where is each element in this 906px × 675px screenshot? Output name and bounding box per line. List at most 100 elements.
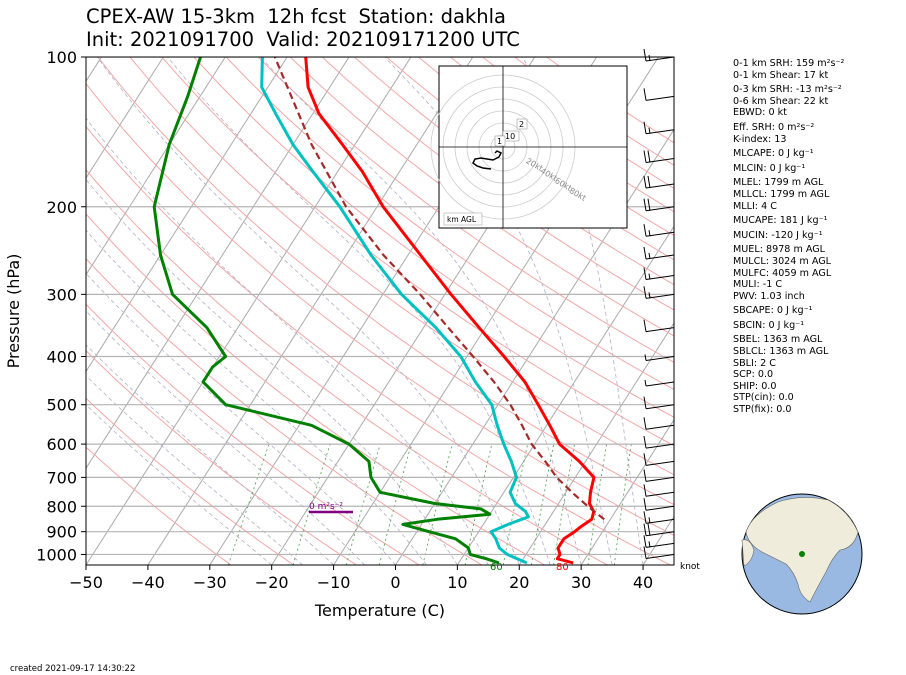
hodo-height-label: 1 — [497, 137, 502, 146]
mixing-ratio-line — [502, 444, 529, 565]
barb-flag — [647, 198, 651, 211]
barb-staff — [645, 56, 675, 62]
temperature-label: 80 — [556, 562, 569, 573]
barb-flag — [643, 150, 647, 163]
barb-staff — [645, 158, 675, 164]
isotherm — [86, 57, 164, 179]
wind-barb — [643, 198, 675, 212]
y-tick-label: 600 — [46, 435, 77, 454]
isotherm — [86, 57, 350, 470]
dry-adiabat — [161, 57, 674, 447]
wind-barb — [643, 453, 675, 466]
barb-flag — [643, 546, 647, 559]
wind-barb — [644, 379, 675, 387]
index-mlli: MLLI: 4 C — [733, 200, 777, 212]
wind-barb — [643, 286, 675, 299]
barb-flag — [643, 319, 647, 332]
isotherm — [86, 57, 412, 565]
barb-staff — [645, 443, 675, 449]
y-tick-label: 100 — [46, 48, 77, 67]
wind-barb — [643, 417, 675, 430]
barb-half-flag — [644, 379, 647, 387]
mixing-ratio-line — [422, 443, 453, 565]
barb-half-flag — [648, 54, 651, 62]
dry-adiabat — [86, 397, 294, 565]
mixing-ratio-line — [292, 443, 331, 565]
index-mucape: MUCAPE: 181 J kg⁻¹ — [733, 215, 828, 227]
index-mulfc: MULFC: 4059 m AGL — [733, 267, 832, 279]
dry-adiabat — [86, 446, 232, 565]
barb-staff — [645, 183, 675, 189]
profile-line-2 — [152, 57, 500, 565]
dry-adiabat — [225, 57, 674, 391]
dry-adiabat — [129, 57, 674, 476]
barb-staff — [645, 531, 675, 537]
mixing-ratio-line — [345, 443, 381, 565]
isotherm — [580, 418, 674, 565]
isotherm — [456, 225, 674, 565]
barb-flag — [643, 396, 647, 409]
x-tick-label: −50 — [69, 573, 103, 592]
wind-barbs — [643, 48, 675, 559]
wind-barb — [643, 396, 675, 410]
y-tick-label: 500 — [46, 396, 77, 415]
chart-title-line2: Init: 2021091700 Valid: 202109171200 UTC — [86, 28, 520, 51]
barb-half-flag — [644, 354, 647, 361]
index-sbcape: SBCAPE: 0 J kg⁻¹ — [733, 305, 813, 317]
barb-flag — [643, 436, 647, 449]
index-sbcin: SBCIN: 0 J kg⁻¹ — [733, 319, 805, 331]
barb-half-flag — [648, 292, 651, 299]
wind-barb — [643, 175, 675, 189]
index-scp: SCP: 0.0 — [733, 369, 774, 381]
barb-half-flag — [648, 230, 651, 237]
barb-flag — [643, 48, 647, 62]
barb-flag — [643, 224, 647, 237]
wind-barb — [643, 121, 675, 135]
barb-flag — [643, 267, 647, 280]
barb-staff — [645, 491, 675, 497]
moist-adiabat — [86, 117, 489, 565]
y-tick-label: 400 — [46, 348, 77, 367]
station-marker — [799, 551, 805, 557]
index-stp-fix: STP(fix): 0.0 — [733, 404, 792, 416]
location-globe-map — [741, 493, 863, 615]
barb-staff — [645, 327, 675, 333]
moist-adiabat — [167, 57, 551, 565]
dry-adiabat — [86, 257, 483, 565]
index-mlel: MLEL: 1799 m AGL — [733, 177, 824, 189]
index-muel: MUEL: 8978 m AGL — [733, 244, 826, 256]
moist-adiabat — [86, 178, 458, 565]
barb-flag — [643, 453, 647, 466]
y-tick-label: 1000 — [36, 545, 77, 564]
barb-flag — [643, 286, 647, 299]
moist-adiabat — [86, 310, 365, 565]
barb-staff — [645, 476, 675, 482]
hodo-trace — [472, 150, 503, 170]
moist-adiabat — [86, 404, 272, 565]
moist-adiabat — [86, 344, 334, 565]
index-ebwd: EBWD: 0 kt — [733, 107, 787, 119]
wind-barb — [643, 436, 675, 449]
mixing-ratio-line — [530, 444, 555, 565]
y-axis-label: Pressure (hPa) — [4, 254, 23, 369]
wind-barb — [643, 535, 675, 548]
wind-barb — [643, 523, 675, 537]
barb-flag — [643, 535, 647, 548]
dry-adiabat — [353, 57, 674, 286]
moist-adiabat — [86, 229, 427, 565]
barb-staff — [645, 231, 675, 237]
isotherm — [518, 322, 674, 565]
profile-line-1 — [260, 57, 530, 565]
mixing-ratio-line — [227, 443, 270, 565]
mixing-ratio-line — [587, 444, 608, 565]
x-axis-label: Temperature (C) — [314, 601, 445, 620]
isotherm — [86, 57, 288, 373]
barb-flag — [643, 175, 647, 189]
axes: −50 −40 −30 −20 −10 0 10 20 30 40 100 200 300 400 500 6… — [36, 48, 653, 592]
wind-barb — [643, 246, 675, 260]
wind-barb — [643, 224, 675, 237]
barb-half-flag — [648, 127, 651, 134]
barb-flag — [647, 523, 651, 536]
